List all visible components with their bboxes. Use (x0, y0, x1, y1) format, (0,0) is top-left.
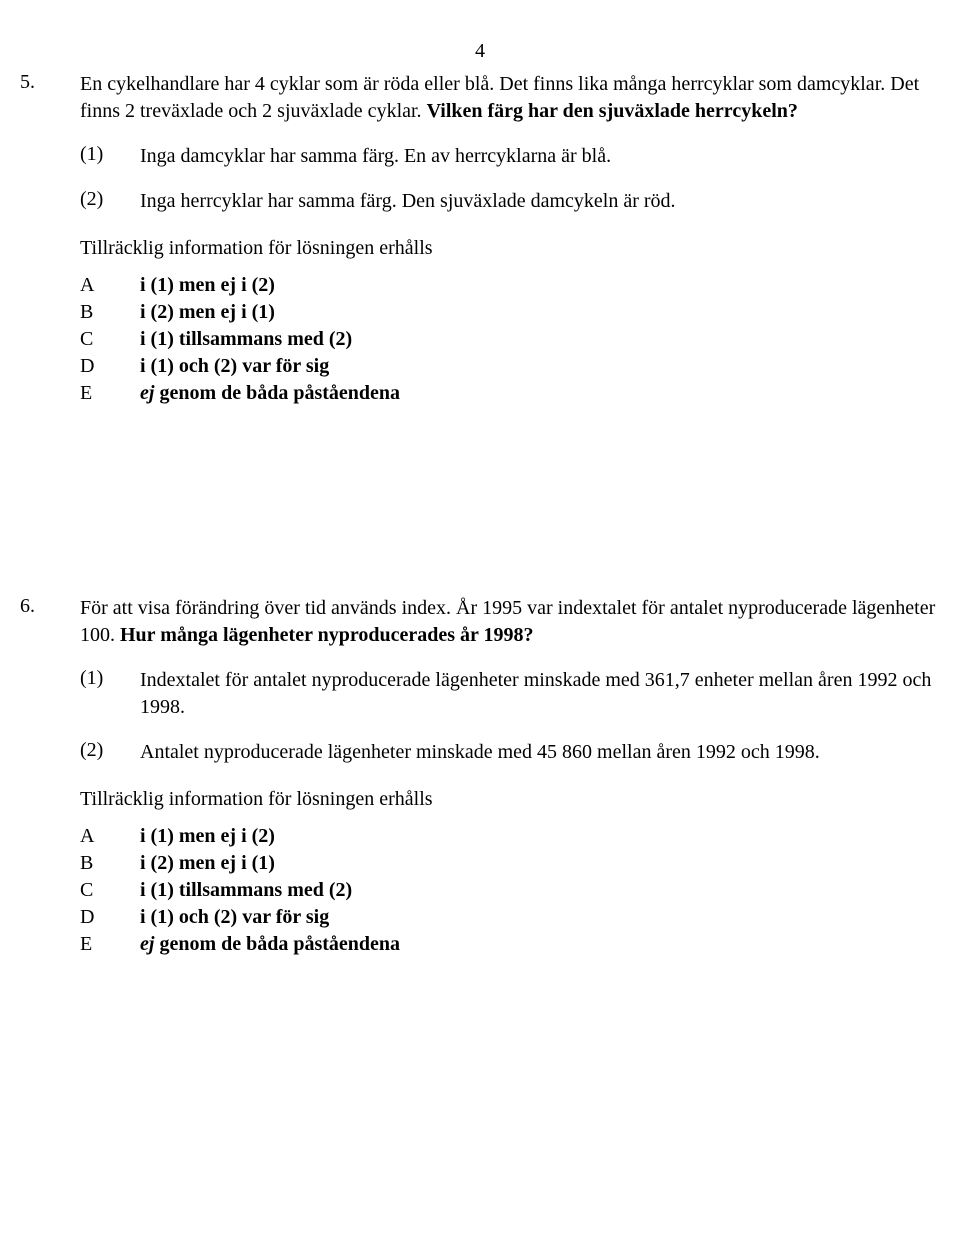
page-number: 4 (20, 40, 940, 63)
answer-row: B i (2) men ej i (1) (80, 852, 940, 875)
answer-label: C (80, 328, 140, 351)
answer-italic: ej (140, 933, 154, 955)
question-prompt: För att visa förändring över tid används… (80, 595, 940, 649)
statement-label: (2) (80, 739, 140, 762)
statement-text: Indextalet för antalet nyproducerade läg… (140, 667, 940, 721)
answer-row: C i (1) tillsammans med (2) (80, 879, 940, 902)
answer-label: A (80, 274, 140, 297)
answer-row: A i (1) men ej i (2) (80, 274, 940, 297)
answer-label: D (80, 906, 140, 929)
answers-block: A i (1) men ej i (2) B i (2) men ej i (1… (80, 274, 940, 405)
statement-row: (1) Inga damcyklar har samma färg. En av… (80, 143, 940, 170)
question-prompt: En cykelhandlare har 4 cyklar som är röd… (80, 71, 940, 125)
question-number: 6. (20, 595, 80, 618)
question-6: 6. För att visa förändring över tid anvä… (20, 595, 940, 956)
answer-row: B i (2) men ej i (1) (80, 301, 940, 324)
prompt-bold: Vilken färg har den sjuväxlade herrcykel… (427, 100, 798, 122)
answer-text: i (1) och (2) var för sig (140, 906, 940, 929)
sufficiency-text: Tillräcklig information för lösningen er… (80, 237, 940, 260)
statement-text: Inga herrcyklar har samma färg. Den sjuv… (140, 188, 940, 215)
statements-block: (1) Indextalet för antalet nyproducerade… (20, 667, 940, 956)
prompt-bold: Hur många lägenheter nyproducerades år 1… (120, 624, 534, 646)
answer-text: i (1) tillsammans med (2) (140, 328, 940, 351)
answer-label: C (80, 879, 140, 902)
question-5: 5. En cykelhandlare har 4 cyklar som är … (20, 71, 940, 405)
answer-row: D i (1) och (2) var för sig (80, 355, 940, 378)
answer-row: D i (1) och (2) var för sig (80, 906, 940, 929)
answer-italic: ej (140, 382, 154, 404)
question-header-row: 5. En cykelhandlare har 4 cyklar som är … (20, 71, 940, 125)
statement-label: (2) (80, 188, 140, 211)
answer-text: i (2) men ej i (1) (140, 301, 940, 324)
answer-label: B (80, 301, 140, 324)
answer-row: A i (1) men ej i (2) (80, 825, 940, 848)
answer-label: B (80, 852, 140, 875)
question-number: 5. (20, 71, 80, 94)
answer-text: i (1) tillsammans med (2) (140, 879, 940, 902)
answer-rest: genom de båda påståendena (154, 382, 400, 404)
answer-text: i (1) men ej i (2) (140, 274, 940, 297)
answer-row: E ej genom de båda påståendena (80, 382, 940, 405)
answer-label: A (80, 825, 140, 848)
answer-label: E (80, 933, 140, 956)
answer-text: ej genom de båda påståendena (140, 382, 940, 405)
statements-block: (1) Inga damcyklar har samma färg. En av… (20, 143, 940, 405)
answer-row: C i (1) tillsammans med (2) (80, 328, 940, 351)
answer-rest: genom de båda påståendena (154, 933, 400, 955)
answer-row: E ej genom de båda påståendena (80, 933, 940, 956)
answer-label: D (80, 355, 140, 378)
page-container: 4 5. En cykelhandlare har 4 cyklar som ä… (0, 0, 960, 1253)
answers-block: A i (1) men ej i (2) B i (2) men ej i (1… (80, 825, 940, 956)
answer-text: i (2) men ej i (1) (140, 852, 940, 875)
statement-label: (1) (80, 143, 140, 166)
answer-text: ej genom de båda påståendena (140, 933, 940, 956)
statement-text: Antalet nyproducerade lägenheter minskad… (140, 739, 940, 766)
statement-text: Inga damcyklar har samma färg. En av her… (140, 143, 940, 170)
answer-text: i (1) och (2) var för sig (140, 355, 940, 378)
question-header-row: 6. För att visa förändring över tid anvä… (20, 595, 940, 649)
answer-label: E (80, 382, 140, 405)
statement-row: (2) Antalet nyproducerade lägenheter min… (80, 739, 940, 766)
statement-row: (1) Indextalet för antalet nyproducerade… (80, 667, 940, 721)
statement-row: (2) Inga herrcyklar har samma färg. Den … (80, 188, 940, 215)
statement-label: (1) (80, 667, 140, 690)
sufficiency-text: Tillräcklig information för lösningen er… (80, 788, 940, 811)
answer-text: i (1) men ej i (2) (140, 825, 940, 848)
